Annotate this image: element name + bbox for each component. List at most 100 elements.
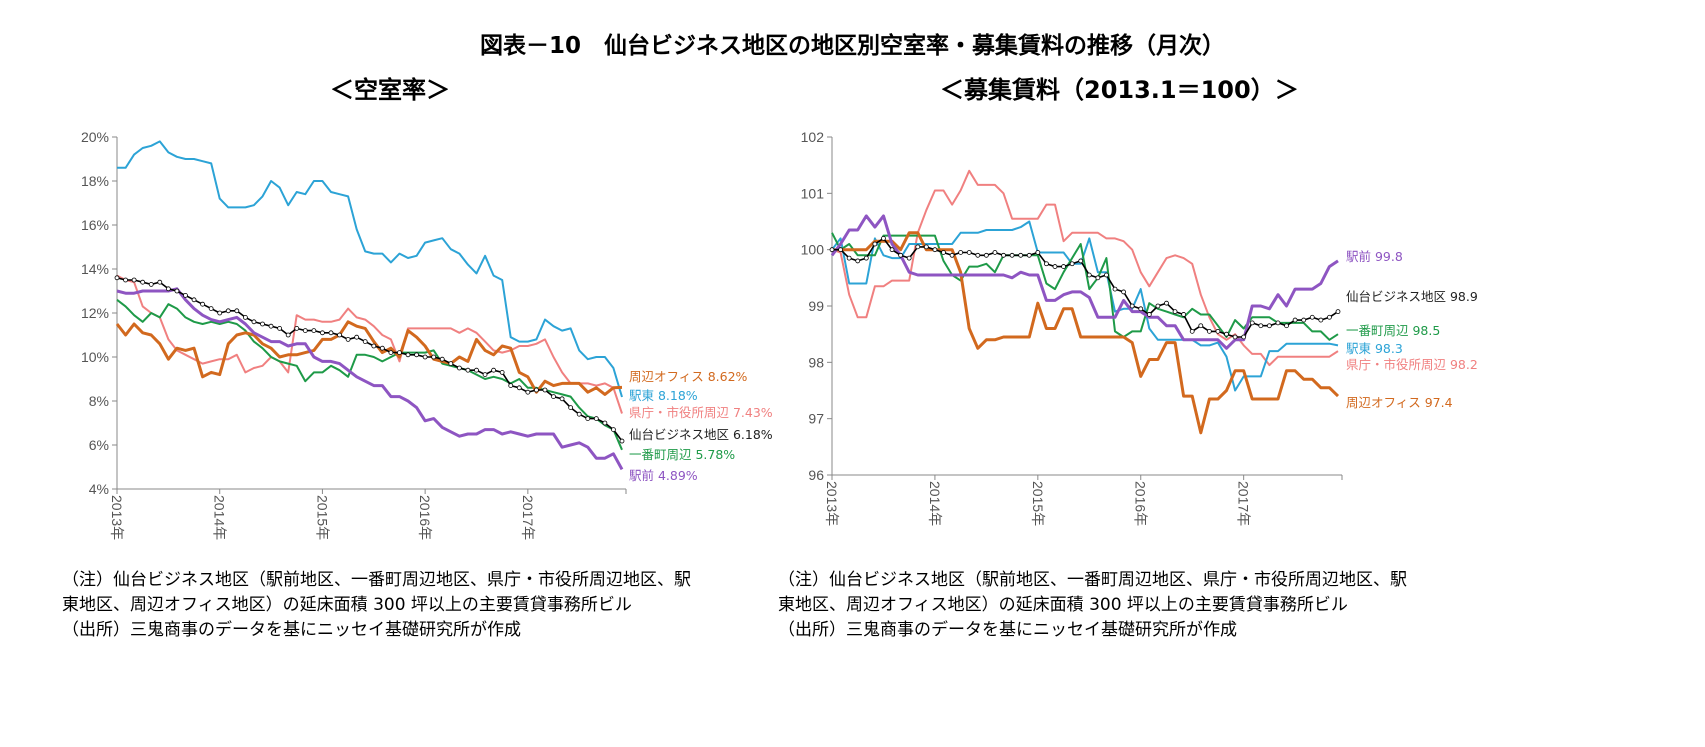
y-tick-label: 97: [808, 411, 824, 427]
data-point: [123, 277, 128, 283]
note-right: （注）仙台ビジネス地区（駅前地区、一番町周辺地区、県庁・市役所周辺地区、駅 東地…: [778, 568, 1407, 643]
series-仙台ビジネス地区: 仙台ビジネス地区 98.9: [829, 235, 1478, 340]
series-仙台ビジネス地区: 仙台ビジネス地区 6.18%: [114, 275, 773, 444]
data-point: [1241, 334, 1247, 340]
series-line: [831, 169, 1339, 367]
data-point: [1172, 309, 1178, 315]
data-point: [585, 416, 591, 422]
data-point: [958, 250, 964, 255]
series-end-label: 仙台ビジネス地区 98.9: [1346, 289, 1478, 304]
data-point: [1112, 286, 1118, 292]
y-tick-label: 102: [801, 129, 825, 145]
note-left: （注）仙台ビジネス地区（駅前地区、一番町周辺地区、県庁・市役所周辺地区、駅 東地…: [62, 568, 691, 643]
series-end-label: 県庁・市役所周辺 7.43%: [629, 405, 773, 420]
data-point: [1078, 258, 1084, 264]
data-point: [1035, 250, 1041, 255]
data-point: [829, 247, 835, 253]
data-point: [491, 367, 497, 373]
data-point: [191, 297, 197, 303]
data-point: [174, 288, 180, 294]
data-point: [337, 332, 342, 338]
data-point: [1044, 261, 1049, 267]
series-line: [831, 220, 1339, 392]
data-point: [200, 301, 205, 307]
data-point: [302, 328, 308, 334]
x-tick-label: 2013年: [109, 495, 125, 540]
data-point: [551, 394, 556, 400]
data-point: [1001, 252, 1006, 258]
data-point: [131, 277, 137, 283]
data-point: [846, 255, 852, 261]
data-point: [975, 252, 981, 258]
data-point: [148, 281, 154, 287]
y-tick-label: 14%: [81, 261, 109, 277]
series-駅東: 駅東 98.3: [831, 220, 1403, 392]
x-tick-label: 2014年: [927, 481, 943, 526]
y-tick-label: 20%: [81, 129, 109, 145]
data-point: [1275, 320, 1281, 326]
y-tick-label: 16%: [81, 217, 109, 233]
data-point: [542, 387, 548, 393]
data-point: [525, 389, 531, 395]
y-tick-label: 18%: [81, 173, 109, 189]
data-point: [1086, 272, 1092, 278]
data-point: [371, 343, 377, 349]
source-line: （出所）三鬼商事のデータを基にニッセイ基礎研究所が作成: [778, 620, 1237, 640]
data-point: [397, 350, 402, 356]
data-point: [414, 352, 419, 358]
data-point: [1095, 275, 1101, 281]
data-point: [242, 314, 248, 320]
data-point: [1121, 289, 1126, 295]
data-point: [1189, 328, 1195, 334]
y-tick-label: 100: [801, 242, 825, 258]
data-point: [992, 250, 998, 255]
data-point: [328, 330, 334, 336]
data-point: [157, 279, 163, 285]
x-tick-label: 2013年: [824, 481, 840, 526]
data-point: [576, 411, 582, 417]
series-end-label: 駅前 4.89%: [629, 468, 698, 483]
data-point: [456, 365, 462, 371]
y-tick-label: 96: [808, 467, 824, 483]
data-point: [431, 354, 437, 360]
vacancy-chart-title: ＜空室率＞: [330, 76, 450, 104]
figure-title: 図表－10 仙台ビジネス地区の地区別空室率・募集賃料の推移（月次）: [479, 33, 1225, 59]
data-point: [140, 279, 146, 285]
y-tick-label: 12%: [81, 305, 109, 321]
data-point: [889, 247, 895, 253]
data-point: [593, 416, 599, 422]
data-point: [1155, 303, 1161, 309]
y-tick-label: 4%: [89, 481, 109, 497]
data-point: [1069, 261, 1075, 267]
data-point: [448, 361, 454, 367]
y-tick-label: 8%: [89, 393, 109, 409]
data-point: [1224, 331, 1229, 337]
data-point: [277, 325, 283, 331]
data-point: [559, 396, 565, 402]
series-end-label: 一番町周辺 5.78%: [629, 447, 735, 462]
x-tick-label: 2016年: [1133, 481, 1149, 526]
data-point: [1335, 309, 1341, 315]
data-point: [619, 438, 625, 444]
data-point: [1026, 252, 1032, 258]
x-tick-label: 2014年: [212, 495, 228, 540]
data-point: [602, 420, 608, 426]
data-point: [1318, 317, 1324, 323]
data-point: [863, 255, 869, 261]
data-point: [1129, 303, 1135, 309]
data-point: [474, 367, 479, 373]
data-point: [881, 235, 886, 241]
data-point: [1266, 323, 1272, 329]
data-point: [320, 330, 325, 336]
data-point: [1292, 317, 1298, 323]
series-line: [116, 287, 624, 471]
data-point: [362, 339, 368, 345]
x-tick-label: 2015年: [1030, 481, 1046, 526]
data-point: [1249, 320, 1255, 326]
data-point: [1309, 314, 1315, 320]
data-point: [260, 321, 265, 327]
data-point: [1061, 264, 1066, 269]
rent-chart-title: ＜募集賃料（2013.1＝100）＞: [940, 76, 1299, 104]
data-point: [439, 356, 445, 362]
